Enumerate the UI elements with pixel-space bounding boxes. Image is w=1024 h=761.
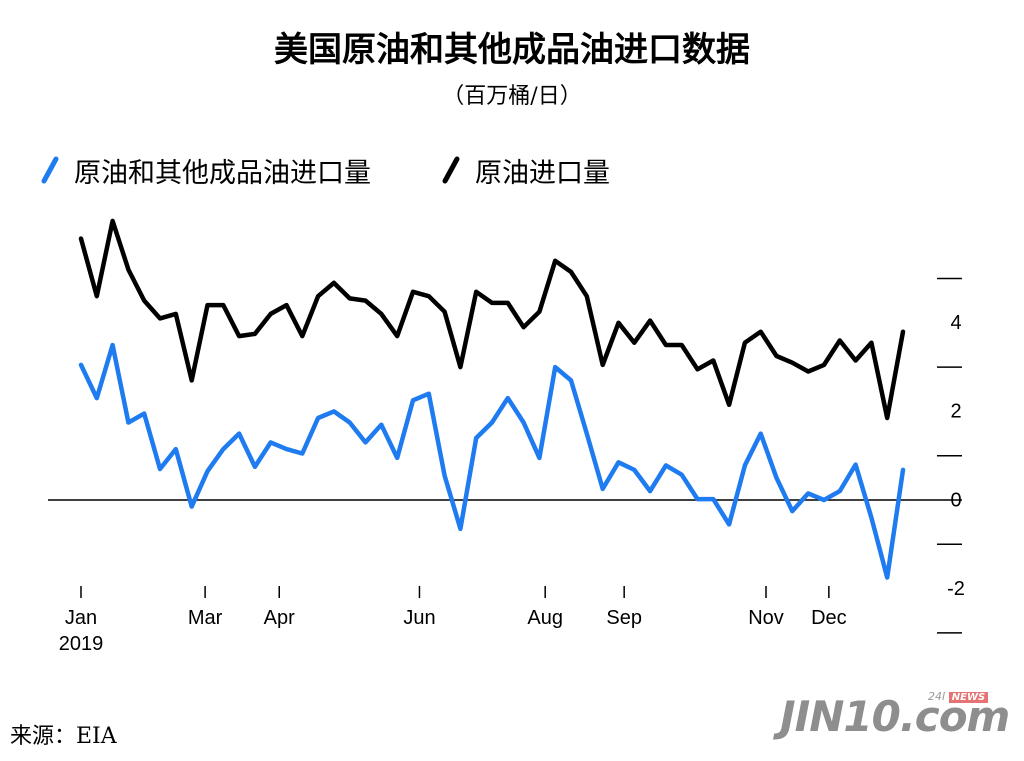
x-tick-label-6: Nov [748,607,784,629]
y-tick-label-0: -2 [947,578,965,600]
y-tick-label-1: 0 [950,489,961,511]
x-tick-label-4: Aug [527,607,563,629]
legend-swatch-series-2 [442,156,460,184]
chart-subtitle: （百万桶/日） [442,84,582,109]
legend: 原油和其他成品油进口量 原油进口量 [40,150,680,190]
legend-label-series-2: 原油进口量 [475,157,610,189]
x-tick-label-5: Sep [606,607,642,629]
chart-title: 美国原油和其他成品油进口数据 [274,30,750,70]
legend-item-series-1: 原油和其他成品油进口量 [40,151,371,190]
jin10-watermark-logo: JIN10.com 24I NEWS [780,688,1010,748]
y-tick-label-3: 4 [950,312,961,334]
legend-label-series-1: 原油和其他成品油进口量 [74,157,371,189]
x-tick-label-0: Jan [65,607,97,629]
x-year-label: 2019 [59,633,104,655]
source-note: 来源：EIA [10,724,117,749]
x-tick-label-2: Apr [264,607,295,629]
y-tick-label-2: 2 [950,401,961,423]
series-line-2 [78,218,906,421]
series-line-1 [78,342,906,580]
legend-swatch-series-1 [41,156,59,184]
legend-item-series-2: 原油进口量 [441,151,610,190]
x-tick-label-7: Dec [811,607,847,629]
watermark-tag: 24I NEWS [928,690,989,703]
x-tick-label-3: Jun [403,607,435,629]
x-tick-label-1: Mar [188,607,223,629]
